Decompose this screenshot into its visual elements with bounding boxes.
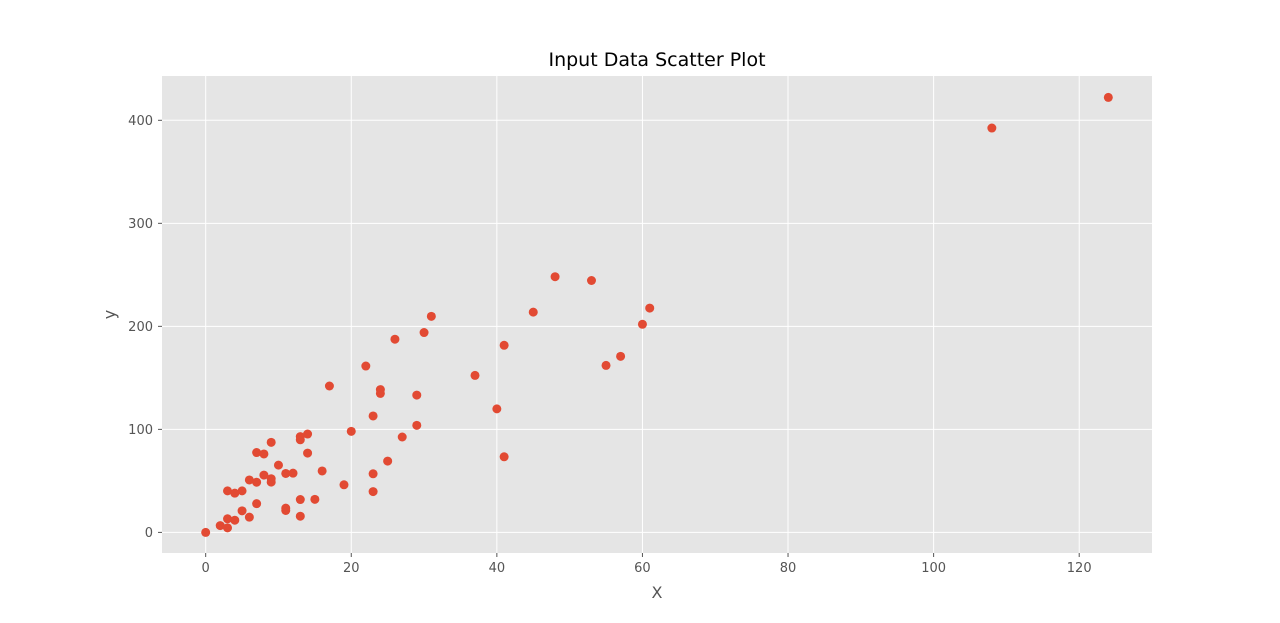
plot-area [162,76,1152,553]
data-point [586,276,596,286]
data-point [223,514,233,524]
data-point [390,334,400,344]
data-point [412,420,422,430]
data-point [528,307,538,317]
data-point [303,448,313,458]
data-point [237,486,247,496]
data-point [616,351,626,361]
data-point [273,460,283,470]
y-tick-label: 400 [128,114,153,129]
data-point [288,468,298,478]
data-point [230,488,240,498]
x-tick-label: 60 [634,561,651,576]
data-point [303,429,313,439]
y-tick-label: 200 [128,320,153,335]
data-point [252,499,262,509]
data-point [419,328,429,338]
data-point [601,360,611,370]
data-point [346,426,356,436]
x-axis-ticks: 0 20 40 60 80 100 120 [202,553,1092,576]
y-axis-label: y [100,310,119,319]
data-point [223,523,233,533]
data-point [397,432,407,442]
chart-title: Input Data Scatter Plot [548,49,765,71]
data-point [237,506,247,516]
data-point [987,123,997,133]
data-point [426,311,436,321]
data-point [244,512,254,522]
data-points [201,92,1113,537]
data-point [259,470,269,480]
data-point [281,468,291,478]
data-point [368,411,378,421]
data-point [499,452,509,462]
data-point [266,437,276,447]
data-point [470,370,480,380]
data-point [324,381,334,391]
x-tick-label: 0 [202,561,210,576]
y-tick-label: 0 [145,526,153,541]
data-point [259,449,269,459]
data-point [383,456,393,466]
data-point [412,390,422,400]
data-point [361,361,371,371]
data-point [252,477,262,487]
y-axis-ticks: 0 100 200 300 400 [128,114,162,541]
data-point [244,475,254,485]
data-point [223,486,233,496]
data-point [368,469,378,479]
data-point [317,466,327,476]
data-point [295,495,305,505]
grid-lines [162,76,1152,553]
data-point [201,527,211,537]
data-point [295,435,305,445]
x-tick-label: 20 [343,561,360,576]
data-point [645,303,655,313]
data-point [281,505,291,515]
data-point [368,487,378,497]
data-point [492,404,502,414]
x-tick-label: 100 [921,561,946,576]
data-point [637,319,647,329]
y-tick-label: 100 [128,423,153,438]
data-point [550,272,560,282]
data-point [339,480,349,490]
data-point [295,511,305,521]
data-point [1103,92,1113,102]
x-tick-label: 40 [489,561,506,576]
data-point [215,521,225,531]
x-tick-label: 120 [1067,561,1092,576]
data-point [499,340,509,350]
data-point [252,448,262,458]
data-point [310,494,320,504]
data-point [230,515,240,525]
x-axis-label: X [652,583,663,602]
data-point [266,477,276,487]
data-point [375,388,385,398]
x-tick-label: 80 [780,561,797,576]
y-tick-label: 300 [128,217,153,232]
